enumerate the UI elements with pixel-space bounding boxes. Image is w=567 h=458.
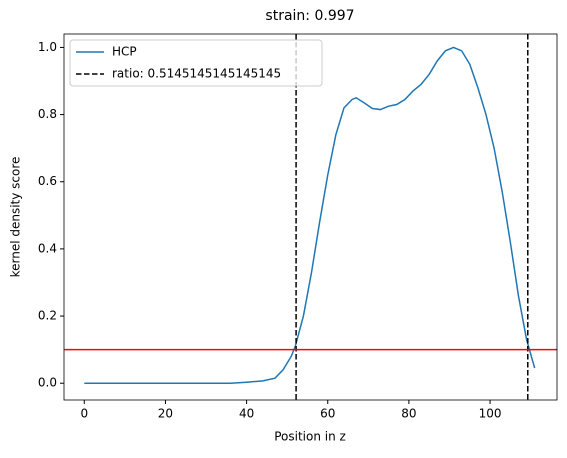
y-tick-label: 0.4 <box>38 241 57 255</box>
y-tick-label: 0.2 <box>38 309 57 323</box>
x-tick-label: 20 <box>158 407 173 421</box>
y-axis-label: kernel density score <box>9 157 23 278</box>
legend-label: ratio: 0.5145145145145145 <box>112 67 281 81</box>
y-tick-label: 1.0 <box>38 40 57 54</box>
chart-title: strain: 0.997 <box>265 8 354 24</box>
y-tick-label: 0.0 <box>38 376 57 390</box>
x-tick-label: 60 <box>320 407 335 421</box>
legend-label: HCP <box>112 45 137 59</box>
x-tick-label: 40 <box>239 407 254 421</box>
y-tick-label: 0.6 <box>38 174 57 188</box>
legend-box <box>69 39 323 87</box>
x-tick-label: 100 <box>479 407 502 421</box>
x-tick-label: 80 <box>401 407 416 421</box>
plot-frame <box>63 33 558 401</box>
y-tick-label: 0.8 <box>38 107 57 121</box>
x-tick-label: 0 <box>80 407 88 421</box>
line-series <box>84 46 536 384</box>
x-axis-label: Position in z <box>274 430 346 444</box>
